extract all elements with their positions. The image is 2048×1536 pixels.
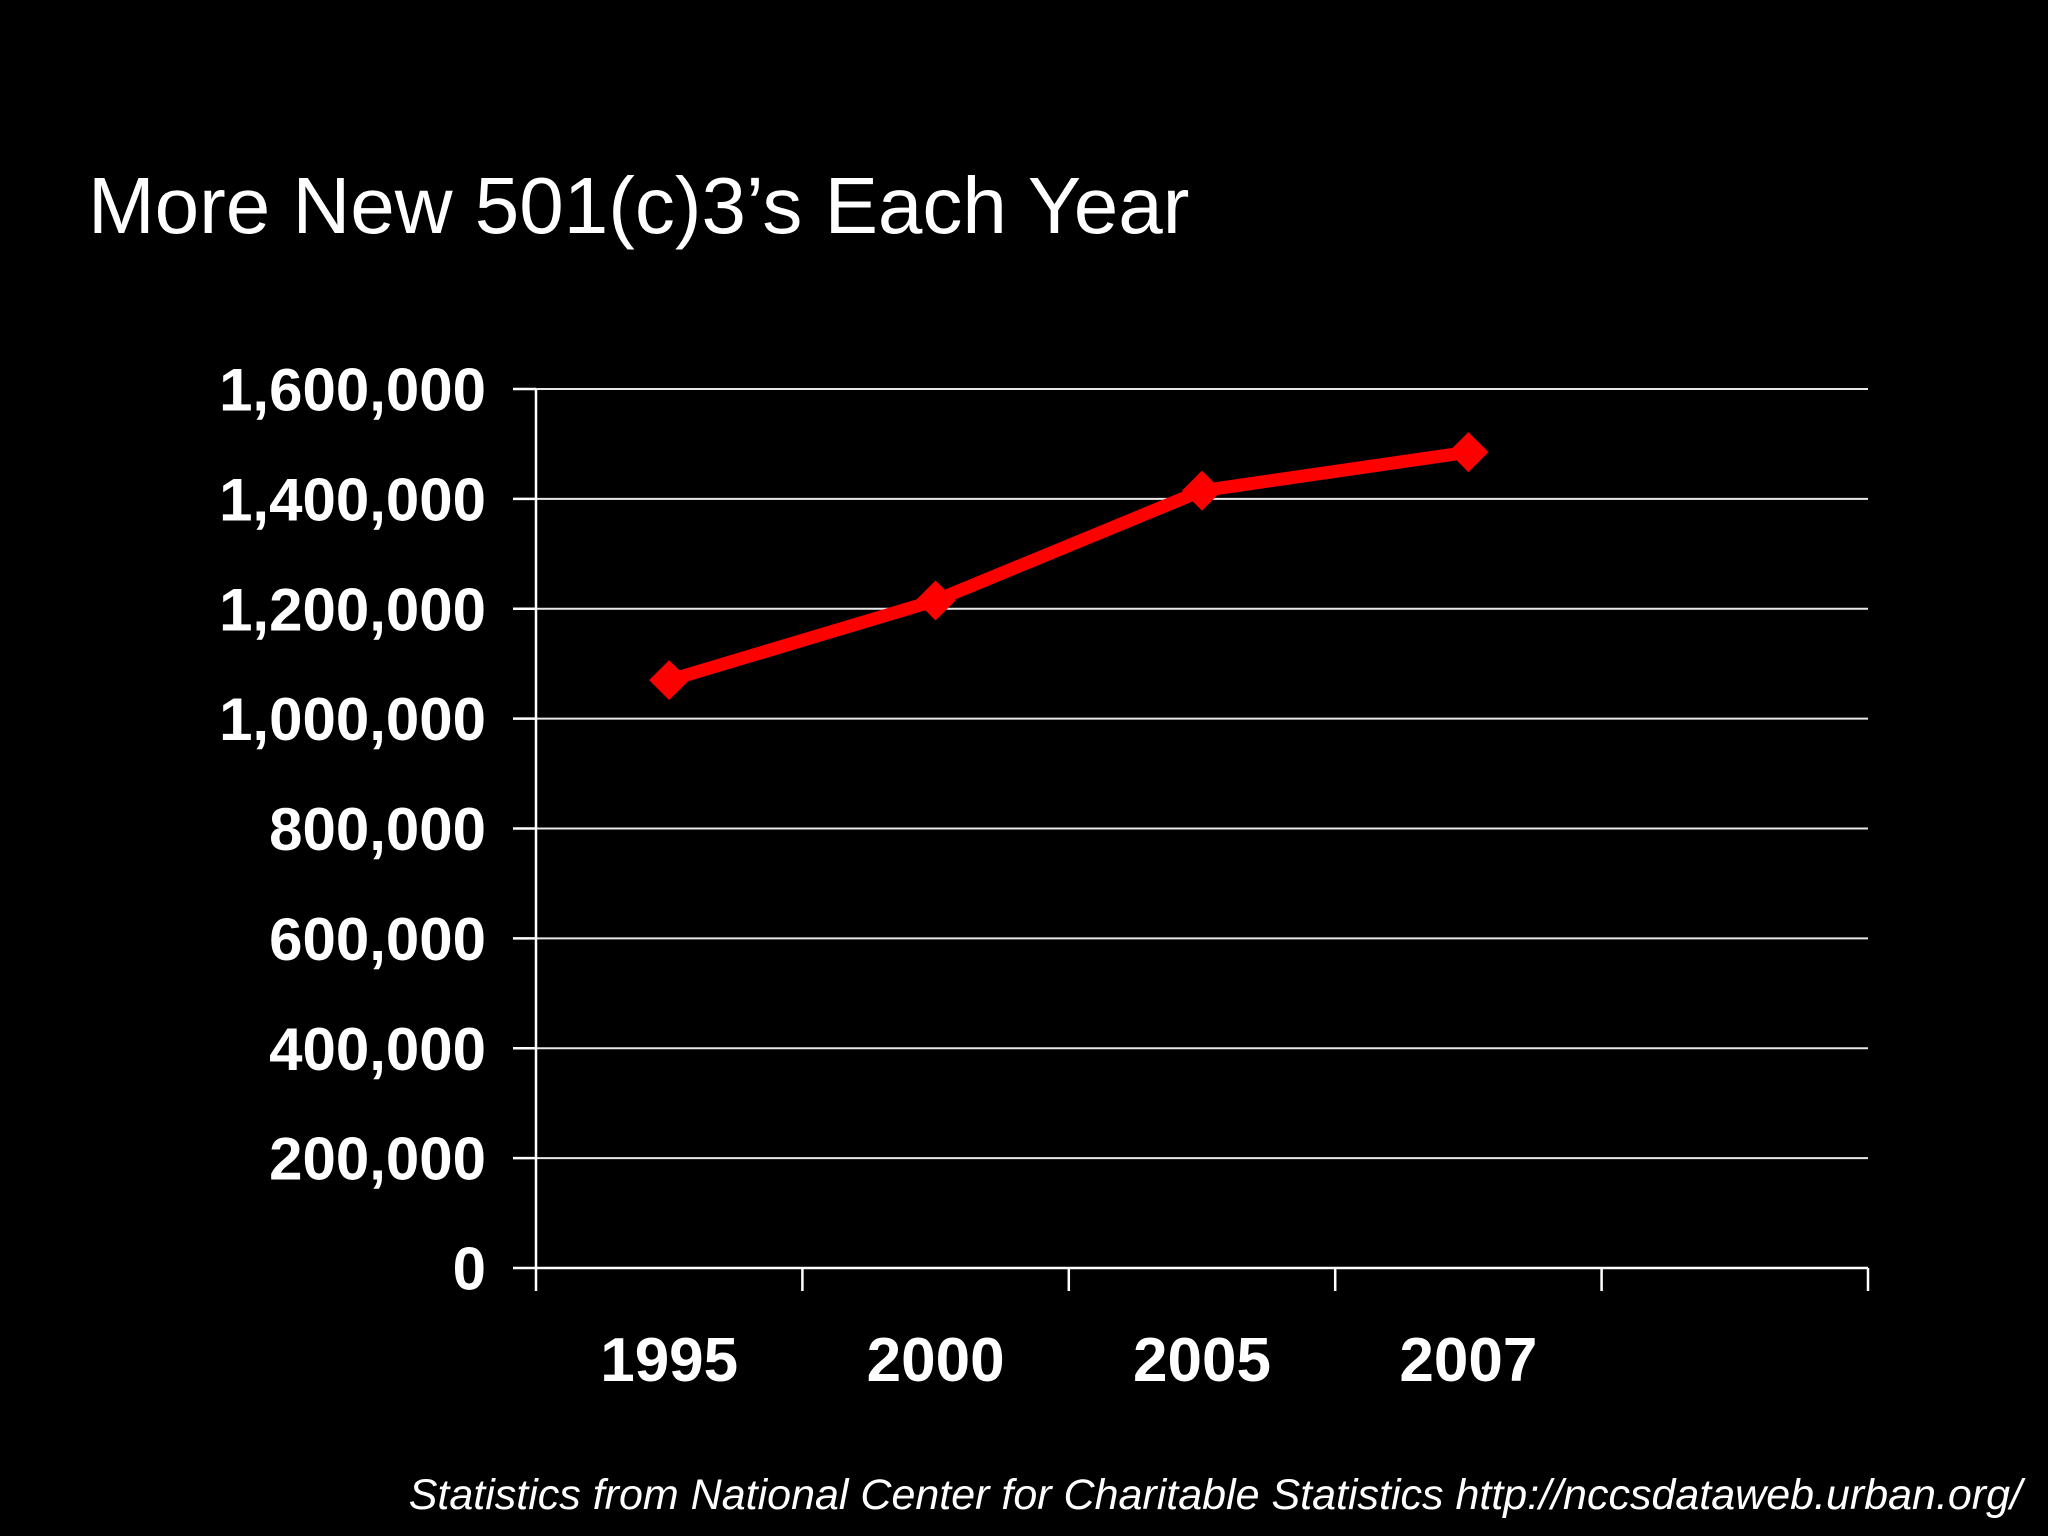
x-axis-label: 2007 (1399, 1326, 1537, 1395)
data-point-marker (1182, 470, 1222, 511)
slide-title: More New 501(c)3’s Each Year (88, 161, 1190, 250)
y-axis-label: 0 (453, 1236, 486, 1303)
y-axis-label: 1,600,000 (219, 357, 486, 424)
x-axis-label: 2000 (867, 1326, 1005, 1395)
y-axis-label: 1,000,000 (219, 686, 486, 753)
data-point-marker (1448, 432, 1489, 473)
source-note: Statistics from National Center for Char… (408, 1471, 2022, 1519)
x-axis-label: 1995 (600, 1326, 738, 1395)
data-line-series (667, 445, 1470, 687)
y-axis-label: 200,000 (269, 1126, 486, 1193)
data-point-marker (649, 660, 690, 701)
y-axis-label: 800,000 (269, 796, 486, 863)
y-axis-label: 1,200,000 (219, 576, 486, 643)
y-axis-label: 1,400,000 (219, 466, 486, 533)
x-axis-label: 2005 (1133, 1326, 1271, 1395)
data-point-marker (915, 580, 956, 621)
y-axis-label: 600,000 (269, 906, 486, 973)
y-axis-label: 400,000 (269, 1016, 486, 1083)
